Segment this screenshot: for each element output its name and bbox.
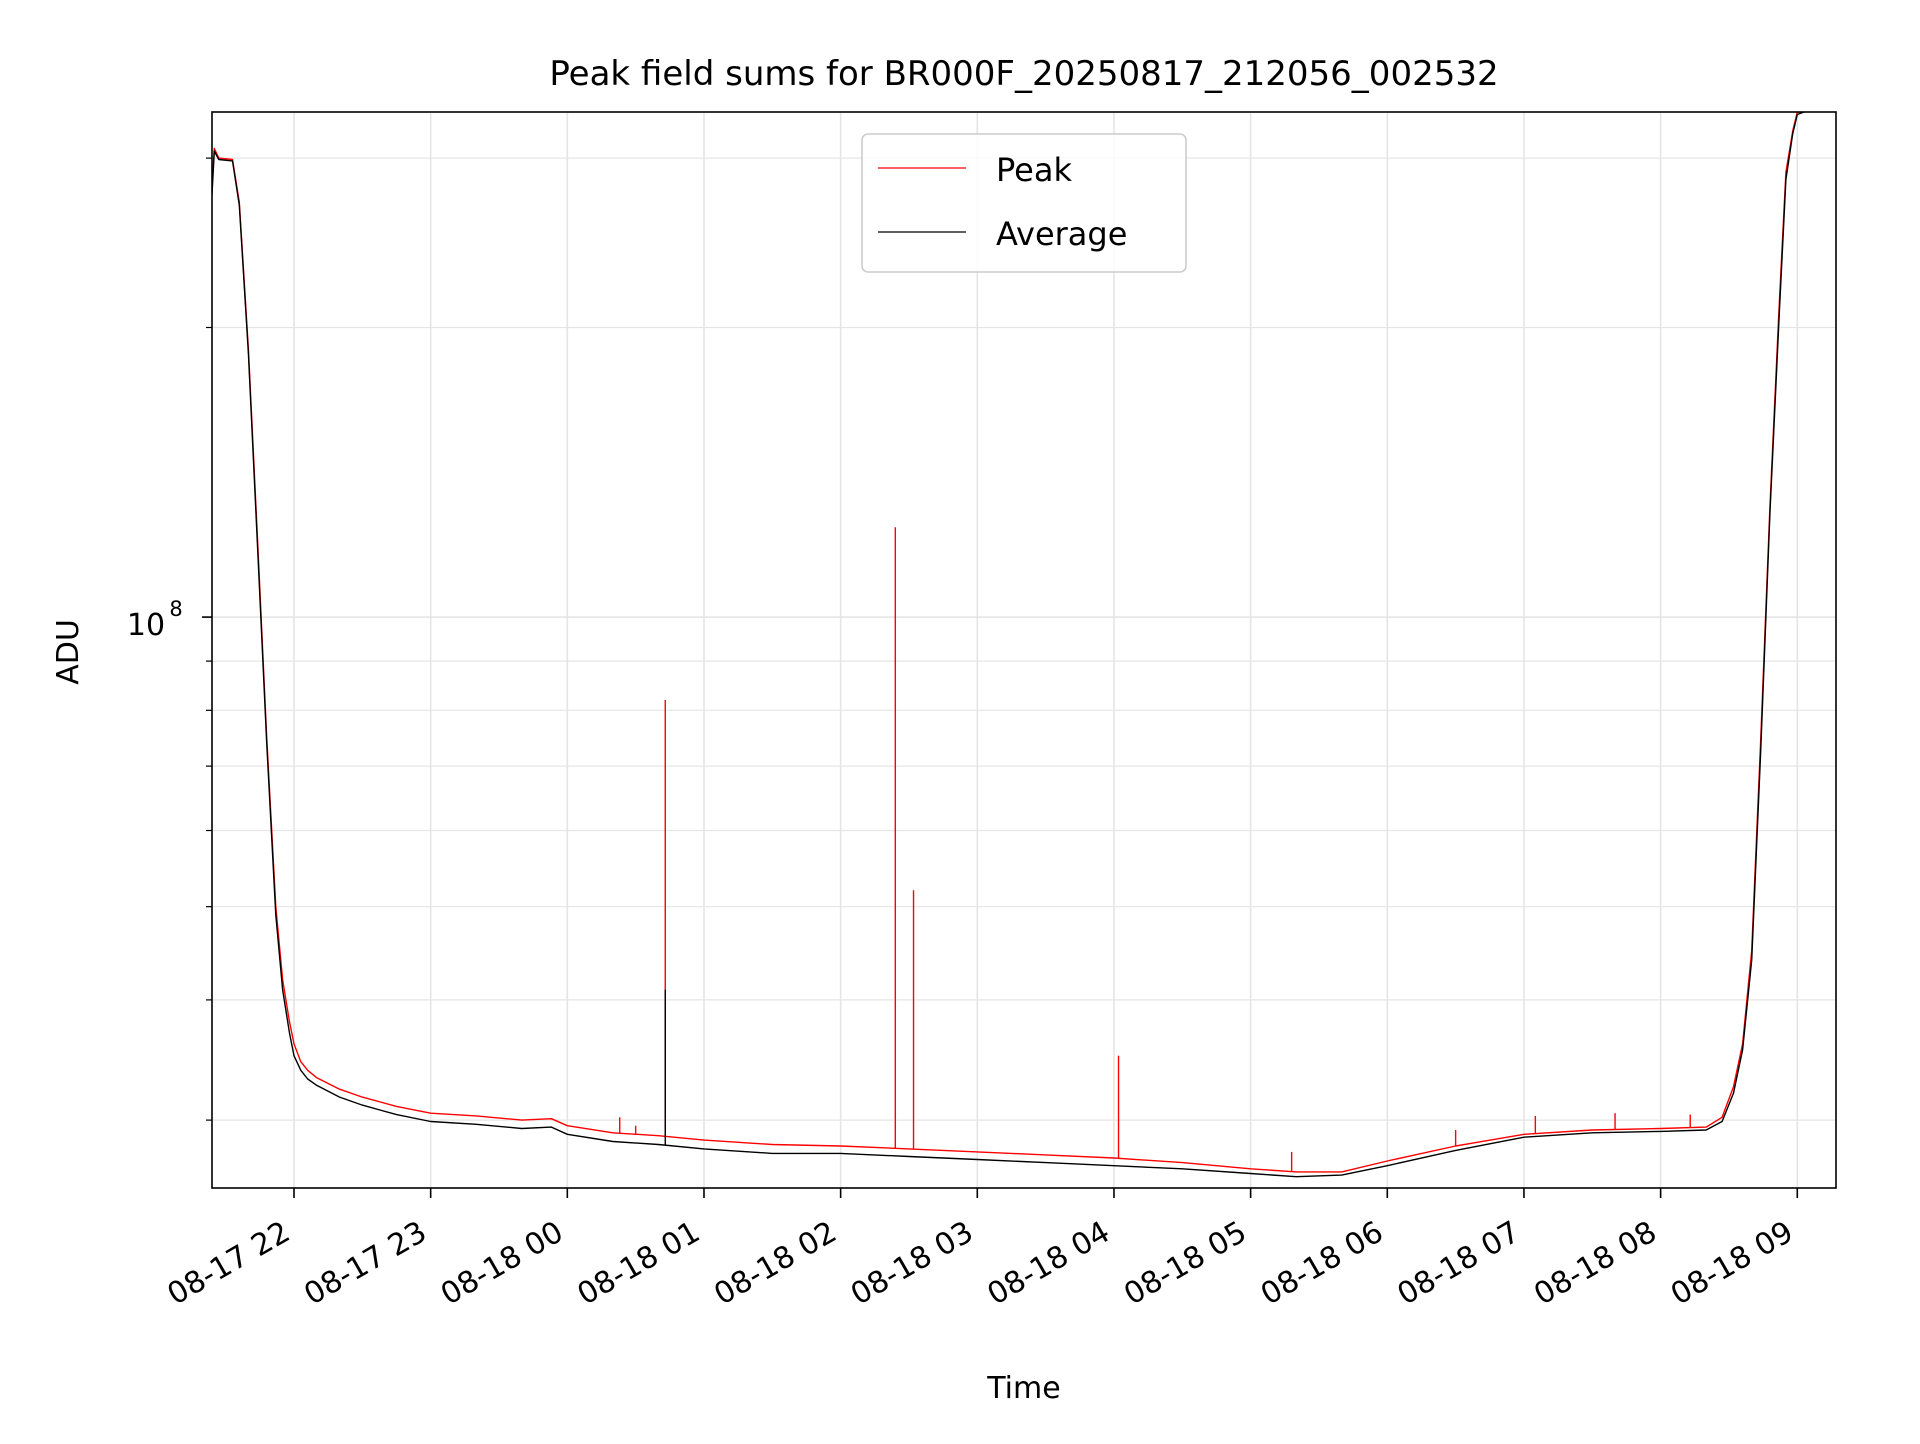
x-axis-label: Time (986, 1371, 1060, 1406)
series-layer (212, 112, 1805, 1178)
chart-title: Peak field sums for BR000F_20250817_2120… (549, 54, 1498, 94)
grid (212, 112, 1836, 1188)
y-tick-label-exponent: 8 (169, 597, 182, 621)
y-axis: 10 8 (127, 157, 212, 1121)
legend: Peak Average (861, 133, 1187, 273)
series-line-peak (212, 112, 1805, 1173)
y-tick-label: 10 (127, 608, 165, 643)
y-axis-label: ADU (51, 619, 86, 685)
series-line-average (212, 112, 1805, 1178)
legend-average-label: Average (996, 215, 1127, 253)
legend-peak-label: Peak (996, 151, 1072, 189)
plot-frame (211, 111, 1837, 1189)
